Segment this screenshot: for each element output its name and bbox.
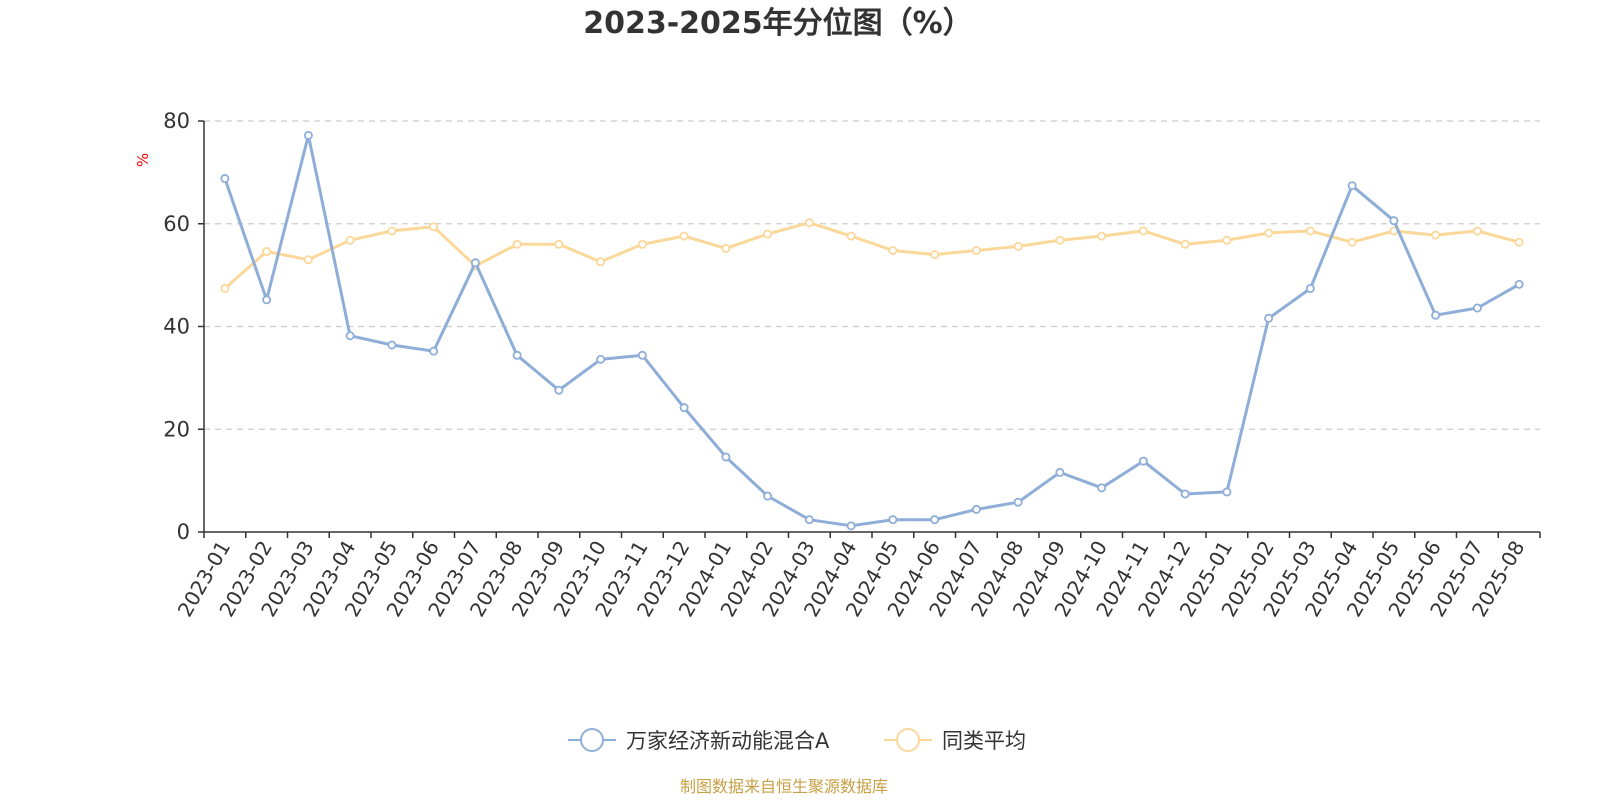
data-point[interactable]	[1264, 228, 1274, 238]
source-note: 制图数据来自恒生聚源数据库	[680, 777, 888, 796]
y-tick-labels: 0 20 40 60 80	[163, 109, 190, 544]
data-point[interactable]	[1431, 230, 1441, 240]
legend[interactable]: 万家经济新动能混合A 同类平均	[568, 728, 1026, 753]
data-point[interactable]	[1472, 303, 1482, 313]
data-point[interactable]	[512, 239, 522, 249]
data-point[interactable]	[637, 239, 647, 249]
data-point[interactable]	[220, 174, 230, 184]
data-point[interactable]	[345, 331, 355, 341]
data-point[interactable]	[1305, 283, 1315, 293]
data-point[interactable]	[679, 231, 689, 241]
x-tick-labels: 2023-012023-022023-032023-042023-052023-…	[173, 537, 1530, 621]
data-point[interactable]	[1097, 483, 1107, 493]
data-point[interactable]	[596, 257, 606, 267]
data-point[interactable]	[262, 246, 272, 256]
data-point[interactable]	[888, 245, 898, 255]
series-line	[223, 133, 1520, 528]
data-point[interactable]	[930, 515, 940, 525]
data-point[interactable]	[1222, 487, 1232, 497]
data-point[interactable]	[930, 250, 940, 260]
y-tick-label: 20	[163, 417, 190, 441]
data-point[interactable]	[637, 350, 647, 360]
data-point[interactable]	[1180, 489, 1190, 499]
data-point[interactable]	[1222, 235, 1232, 245]
legend-label: 万家经济新动能混合A	[626, 729, 830, 753]
data-point[interactable]	[1180, 239, 1190, 249]
data-point[interactable]	[1514, 237, 1524, 247]
data-point[interactable]	[596, 354, 606, 364]
data-point[interactable]	[971, 504, 981, 514]
data-point[interactable]	[804, 515, 814, 525]
data-point[interactable]	[429, 222, 439, 232]
series-line	[223, 221, 1520, 290]
data-point[interactable]	[1347, 237, 1357, 247]
data-point[interactable]	[721, 452, 731, 462]
legend-marker	[896, 728, 920, 752]
data-point[interactable]	[387, 226, 397, 236]
chart-title: 2023-2025年分位图（%）	[583, 6, 973, 41]
data-point[interactable]	[1013, 497, 1023, 507]
data-point[interactable]	[303, 255, 313, 265]
data-point[interactable]	[470, 258, 480, 268]
grid-lines	[204, 120, 1540, 430]
data-point[interactable]	[846, 231, 856, 241]
data-point[interactable]	[1347, 181, 1357, 191]
data-point[interactable]	[220, 283, 230, 293]
axes	[198, 120, 1541, 538]
data-point[interactable]	[846, 521, 856, 531]
legend-label: 同类平均	[942, 729, 1026, 753]
data-point[interactable]	[554, 385, 564, 395]
data-point[interactable]	[345, 235, 355, 245]
data-point[interactable]	[512, 350, 522, 360]
series-layer	[220, 130, 1524, 531]
data-point[interactable]	[1305, 226, 1315, 236]
data-point[interactable]	[1389, 216, 1399, 226]
data-point[interactable]	[721, 243, 731, 253]
legend-marker	[580, 728, 604, 752]
data-point[interactable]	[303, 130, 313, 140]
data-point[interactable]	[1264, 313, 1274, 323]
data-point[interactable]	[1097, 231, 1107, 241]
data-point[interactable]	[429, 346, 439, 356]
y-tick-label: 40	[163, 315, 190, 339]
data-point[interactable]	[1514, 279, 1524, 289]
data-point[interactable]	[1472, 226, 1482, 236]
y-tick-label: 60	[163, 212, 190, 236]
y-axis-label: %	[134, 153, 152, 167]
data-point[interactable]	[763, 491, 773, 501]
y-tick-label: 80	[163, 109, 190, 133]
legend-item-0[interactable]: 万家经济新动能混合A	[568, 728, 830, 753]
data-point[interactable]	[1138, 456, 1148, 466]
data-point[interactable]	[1013, 241, 1023, 251]
data-point[interactable]	[763, 229, 773, 239]
data-point[interactable]	[1055, 235, 1065, 245]
series-1	[220, 218, 1524, 293]
data-point[interactable]	[679, 403, 689, 413]
data-point[interactable]	[971, 245, 981, 255]
data-point[interactable]	[1431, 310, 1441, 320]
data-point[interactable]	[387, 340, 397, 350]
data-point[interactable]	[554, 239, 564, 249]
legend-item-1[interactable]: 同类平均	[884, 728, 1026, 753]
data-point[interactable]	[804, 218, 814, 228]
data-point[interactable]	[1138, 226, 1148, 236]
data-point[interactable]	[262, 295, 272, 305]
series-0	[220, 130, 1524, 531]
data-point[interactable]	[888, 515, 898, 525]
y-tick-label: 0	[177, 520, 190, 544]
data-point[interactable]	[1055, 467, 1065, 477]
